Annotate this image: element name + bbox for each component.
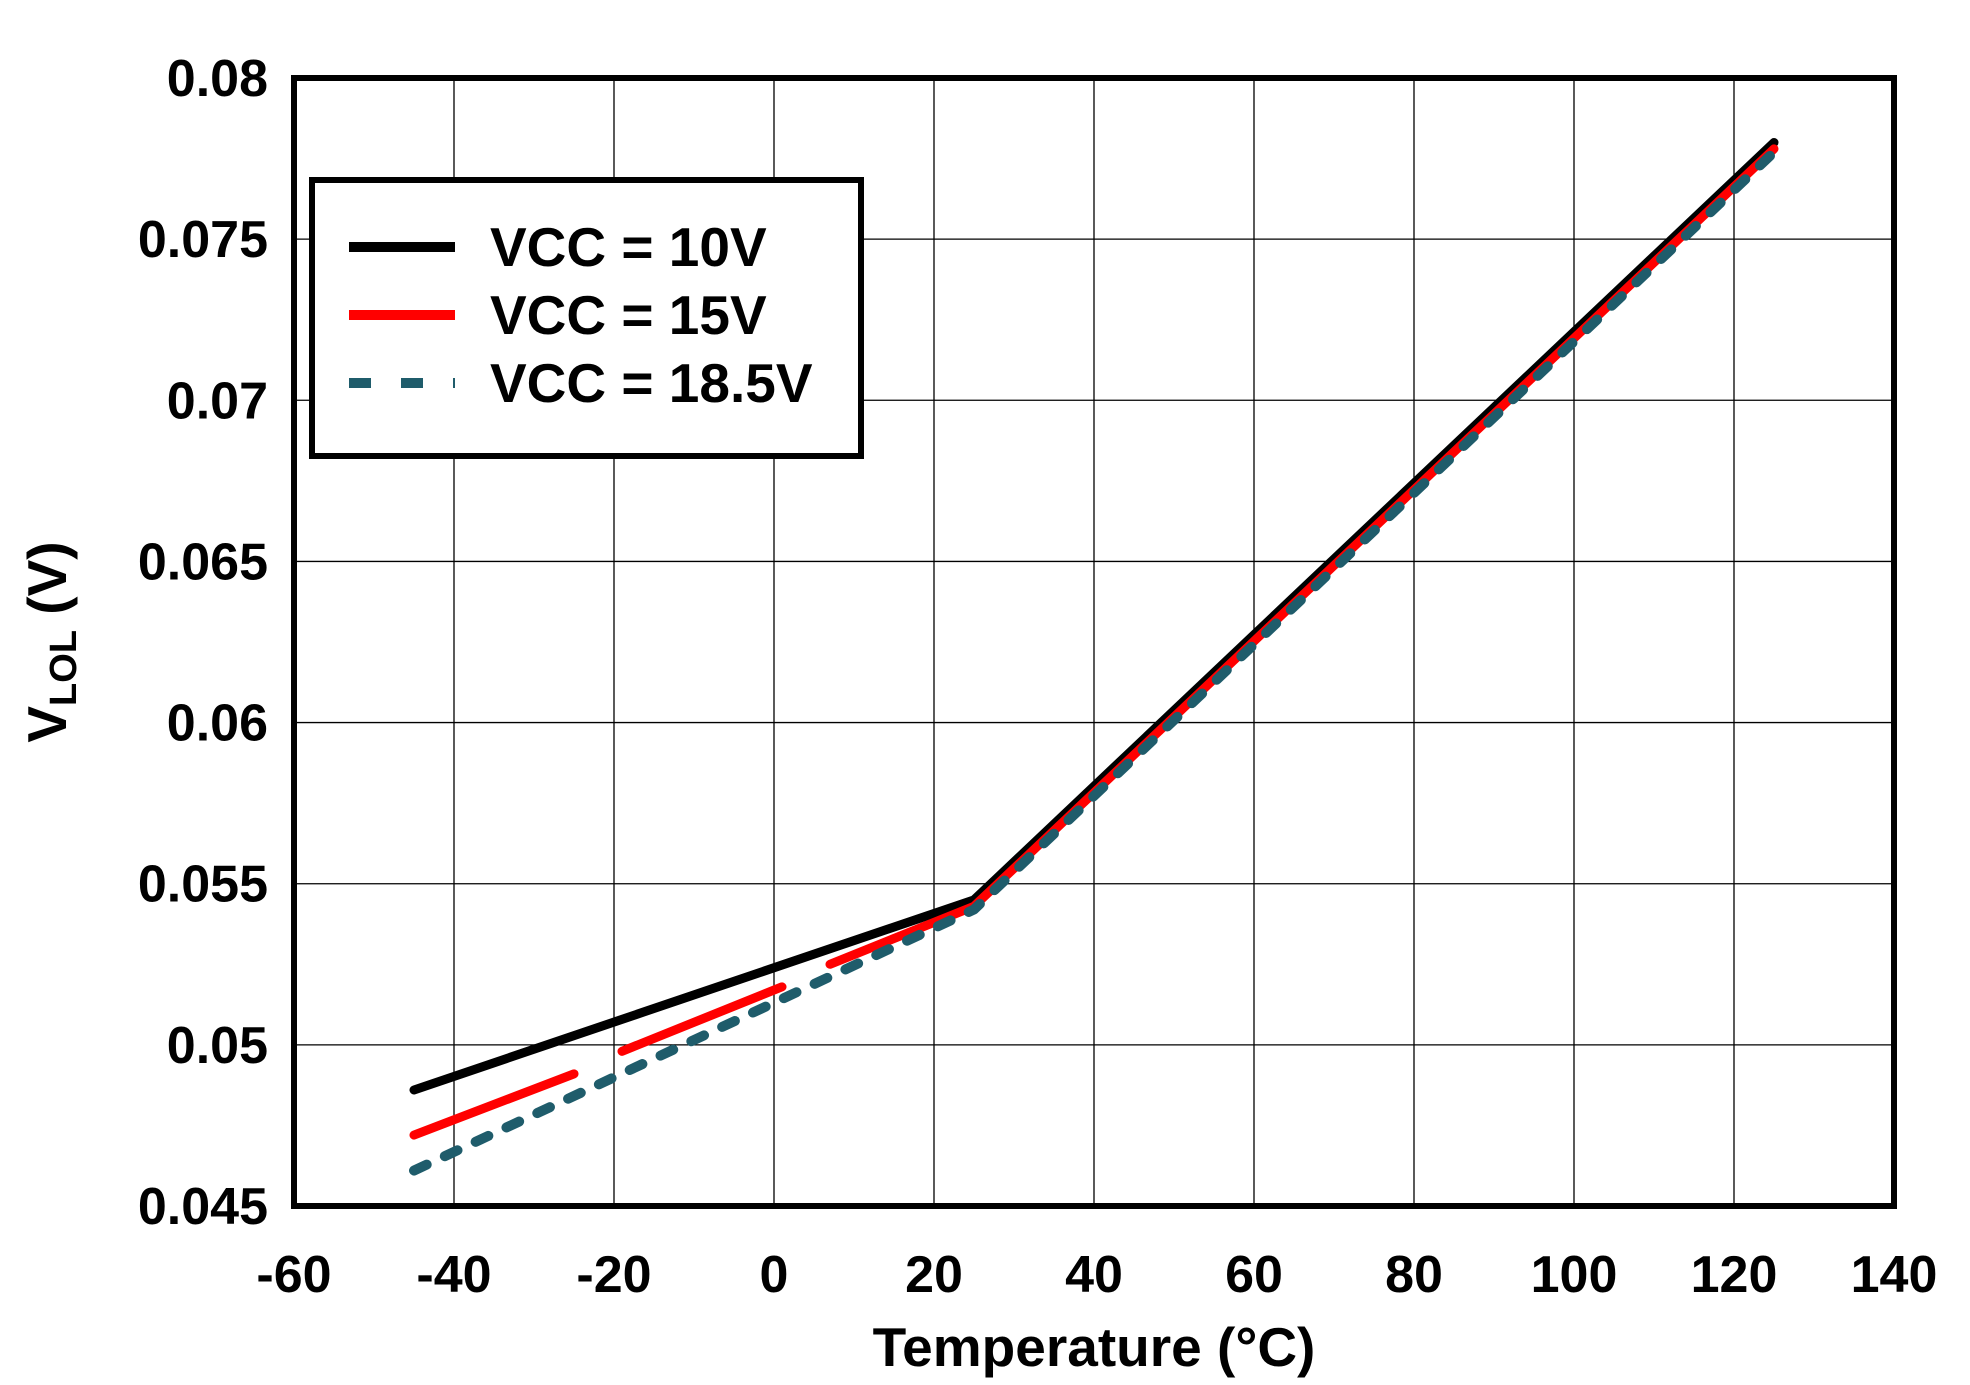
x-tick-label: 140 <box>1851 1246 1938 1304</box>
y-axis-title-sub: LOL <box>43 630 85 706</box>
series-line <box>409 147 1779 1176</box>
x-tick-label: 60 <box>1225 1246 1283 1304</box>
y-tick-labels: 0.045 0.05 0.055 0.06 0.065 0.07 0.075 0.08 <box>138 50 268 1236</box>
x-tick-label: 80 <box>1385 1246 1443 1304</box>
y-tick-label: 0.08 <box>167 50 268 108</box>
y-tick-label: 0.06 <box>167 695 268 753</box>
plot-frame <box>291 75 1897 1209</box>
x-tick-label: 40 <box>1065 1246 1123 1304</box>
series-line <box>409 137 1779 1095</box>
y-tick-label: 0.055 <box>138 856 268 914</box>
y-axis-title: VLOL (V) <box>16 541 85 742</box>
y-tick-label: 0.065 <box>138 533 268 591</box>
x-axis-title: Temperature (°C) <box>873 1316 1316 1378</box>
y-tick-label: 0.07 <box>167 372 268 430</box>
legend-label: VCC = 10V <box>490 216 767 278</box>
y-tick-label: 0.05 <box>167 1017 268 1075</box>
y-axis-title-main: V <box>16 706 78 743</box>
x-tick-label: -40 <box>416 1246 491 1304</box>
legend-label: VCC = 18.5V <box>490 352 813 414</box>
y-axis-title-unit: (V) <box>16 541 78 630</box>
x-tick-label: -20 <box>576 1246 651 1304</box>
series-0 <box>409 137 1779 1095</box>
y-tick-label: 0.075 <box>138 211 268 269</box>
x-tick-label: 120 <box>1691 1246 1778 1304</box>
series-line <box>617 982 787 1056</box>
series-layer <box>409 137 1779 1176</box>
y-tick-label: 0.045 <box>138 1178 268 1236</box>
x-tick-label: -60 <box>256 1246 331 1304</box>
x-tick-label: 0 <box>760 1246 789 1304</box>
legend-label: VCC = 15V <box>490 284 767 346</box>
series-2 <box>409 147 1779 1176</box>
x-tick-label: 20 <box>905 1246 963 1304</box>
x-tick-labels: -60 -40 -20 0 20 40 60 80 100 120 140 <box>256 1246 1937 1304</box>
series-line <box>409 1069 579 1140</box>
x-tick-label: 100 <box>1531 1246 1618 1304</box>
